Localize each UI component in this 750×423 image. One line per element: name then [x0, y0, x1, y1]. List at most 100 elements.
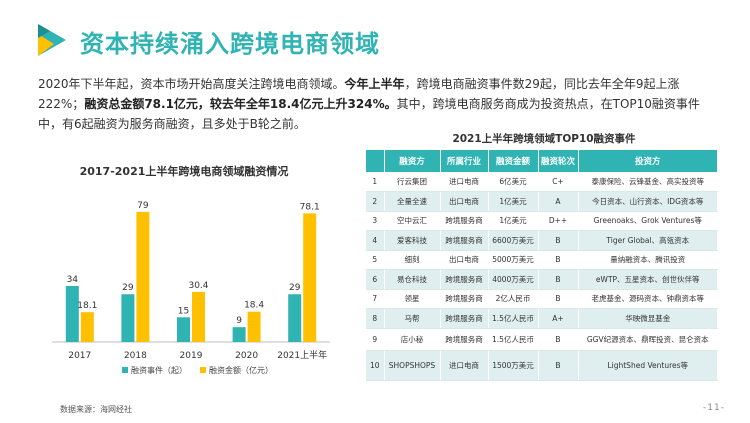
- amount-cell: 1500万美元: [488, 350, 539, 381]
- company-cell: 爱客科技: [384, 230, 441, 251]
- table-row: 10 SHOPSHOPS 进口电商 1500万美元 B LightShed Ve…: [366, 350, 718, 381]
- data-label: 9: [236, 316, 242, 326]
- round-cell: B: [538, 289, 579, 309]
- table-header-cell: [366, 150, 385, 172]
- data-label: 29: [289, 283, 301, 293]
- table-header-cell: 投资方: [578, 150, 718, 172]
- company-cell: 领星: [384, 289, 441, 309]
- table-row: 1 行云集团 进口电商 6亿美元 C+ 泰康保险、云锋基金、高实投资等: [366, 172, 718, 192]
- data-label: 18.1: [77, 301, 97, 311]
- investors-cell: 泰康保险、云锋基金、高实投资等: [578, 172, 718, 192]
- data-label: 30.4: [188, 281, 208, 291]
- company-cell: 细刻: [384, 250, 441, 270]
- investors-cell: 老虎基金、源码资本、钟鼎资本等: [578, 289, 718, 309]
- amount-cell: 1亿美元: [488, 191, 539, 212]
- table-header-cell: 融资轮次: [538, 150, 579, 172]
- round-cell: B: [538, 269, 579, 290]
- row-number: 8: [366, 308, 385, 329]
- amount-cell: 1亿美元: [488, 211, 539, 231]
- round-cell: C+: [538, 172, 579, 192]
- table-title: 2021上半年跨境领域TOP10融资事件: [452, 133, 636, 145]
- x-tick-label: 2021上半年: [277, 349, 327, 361]
- table-row: 5 细刻 出口电商 5000万美元 B 量纳融资本、腾讯投资: [366, 250, 718, 270]
- industry-cell: 跨境服务商: [440, 308, 489, 329]
- play-logo-icon: [38, 24, 66, 56]
- intro-text: 2020年下半年起，资本市场开始高度关注跨境电商领域。: [38, 77, 345, 91]
- data-label: 34: [67, 275, 79, 285]
- intro-text: ，跨境电商融资事件数29起，同比去年全年9起上涨222%；: [38, 77, 680, 111]
- legend-label: 融资事件（起）: [131, 365, 187, 375]
- legend-label: 融资金额（亿元）: [209, 365, 273, 375]
- table-header-row: 融资方 所属行业 融资金额 融资轮次 投资方: [366, 150, 718, 172]
- investors-cell: Greenoaks、Grok Ventures等: [578, 211, 718, 231]
- intro-highlight: 今年上半年: [344, 77, 405, 91]
- investors-cell: LightShed Ventures等: [578, 350, 718, 381]
- amount-cell: 4000万美元: [488, 269, 539, 290]
- page-number: -11-: [703, 403, 725, 413]
- row-number: 10: [366, 350, 385, 381]
- industry-cell: 进口电商: [440, 350, 489, 381]
- intro-paragraph: 2020年下半年起，资本市场开始高度关注跨境电商领域。今年上半年，跨境电商融资事…: [38, 74, 718, 134]
- amount-cell: 6亿美元: [488, 172, 539, 192]
- bar-events: [232, 327, 246, 342]
- table-row: 7 领星 跨境服务商 2亿人民币 B 老虎基金、源码资本、钟鼎资本等: [366, 289, 718, 309]
- investors-cell: Tiger Global、高瓴资本: [578, 230, 718, 251]
- investors-cell: 量纳融资本、腾讯投资: [578, 250, 718, 270]
- amount-cell: 1.5亿人民币: [488, 308, 539, 329]
- round-cell: B: [538, 250, 579, 270]
- industry-cell: 出口电商: [440, 191, 489, 212]
- bar-amount: [80, 312, 94, 342]
- bar-amount: [192, 291, 205, 342]
- round-cell: B: [538, 230, 579, 251]
- table-row: 2 全量全速 出口电商 1亿美元 A 今日资本、山行资本、IDG资本等: [366, 191, 718, 212]
- bar-events: [288, 294, 302, 342]
- table-header-cell: 融资金额: [488, 150, 539, 172]
- bar-amount: [247, 311, 261, 342]
- data-label: 15: [178, 306, 189, 316]
- row-number: 2: [366, 191, 385, 212]
- data-label: 78.1: [300, 202, 320, 212]
- company-cell: 店小秘: [384, 328, 441, 351]
- data-label: 29: [122, 283, 134, 293]
- intro-highlight: 融资总金额78.1亿元，较去年全年18.4亿元上升324%。: [84, 97, 397, 111]
- row-number: 7: [366, 289, 385, 309]
- bar-events: [121, 294, 135, 342]
- round-cell: A+: [538, 308, 579, 329]
- investors-cell: 今日资本、山行资本、IDG资本等: [578, 191, 718, 212]
- funding-bar-chart: 34 18.1 2017 29 79 2018 15 30.4 2019 918.4 2020 29 7…: [52, 201, 330, 375]
- table-row: 8 马帮 跨境服务商 1.5亿人民币 A+ 华映微显基金: [366, 308, 718, 329]
- table-header-cell: 融资方: [384, 150, 441, 172]
- legend-swatch: [200, 367, 206, 373]
- company-cell: 易仓科技: [384, 269, 441, 290]
- table-row: 9 店小秘 跨境服务商 1.5亿人民币 B GGV纪源资本、鼎晖投资、昆仑资本: [366, 328, 718, 351]
- industry-cell: 跨境服务商: [440, 211, 489, 231]
- company-cell: 空中云汇: [384, 211, 441, 231]
- bar-events: [65, 286, 79, 342]
- table-header-cell: 所属行业: [440, 150, 489, 172]
- x-tick-label: 2020: [235, 351, 258, 361]
- industry-cell: 跨境服务商: [440, 328, 489, 351]
- company-cell: 马帮: [384, 308, 441, 329]
- amount-cell: 2亿人民币: [488, 289, 539, 309]
- legend-swatch: [122, 367, 128, 373]
- bar-amount: [303, 213, 317, 342]
- row-number: 6: [366, 269, 385, 290]
- industry-cell: 进口电商: [440, 172, 489, 192]
- company-cell: 全量全速: [384, 191, 441, 212]
- investors-cell: 华映微显基金: [578, 308, 718, 329]
- x-tick-label: 2017: [68, 351, 91, 361]
- bar-events: [177, 317, 190, 342]
- industry-cell: 跨境服务商: [440, 289, 489, 309]
- round-cell: B: [538, 328, 579, 351]
- company-cell: SHOPSHOPS: [384, 350, 441, 381]
- round-cell: B: [538, 350, 579, 381]
- row-number: 5: [366, 250, 385, 270]
- company-cell: 行云集团: [384, 172, 441, 192]
- table-row: 4 爱客科技 跨境服务商 6600万美元 B Tiger Global、高瓴资本: [366, 230, 718, 251]
- data-label: 18.4: [244, 301, 264, 311]
- amount-cell: 6600万美元: [488, 230, 539, 251]
- row-number: 1: [366, 172, 385, 192]
- bar-amount: [136, 211, 150, 342]
- chart-title: 2017-2021上半年跨境电商领域融资情况: [79, 165, 289, 178]
- industry-cell: 跨境服务商: [440, 269, 489, 290]
